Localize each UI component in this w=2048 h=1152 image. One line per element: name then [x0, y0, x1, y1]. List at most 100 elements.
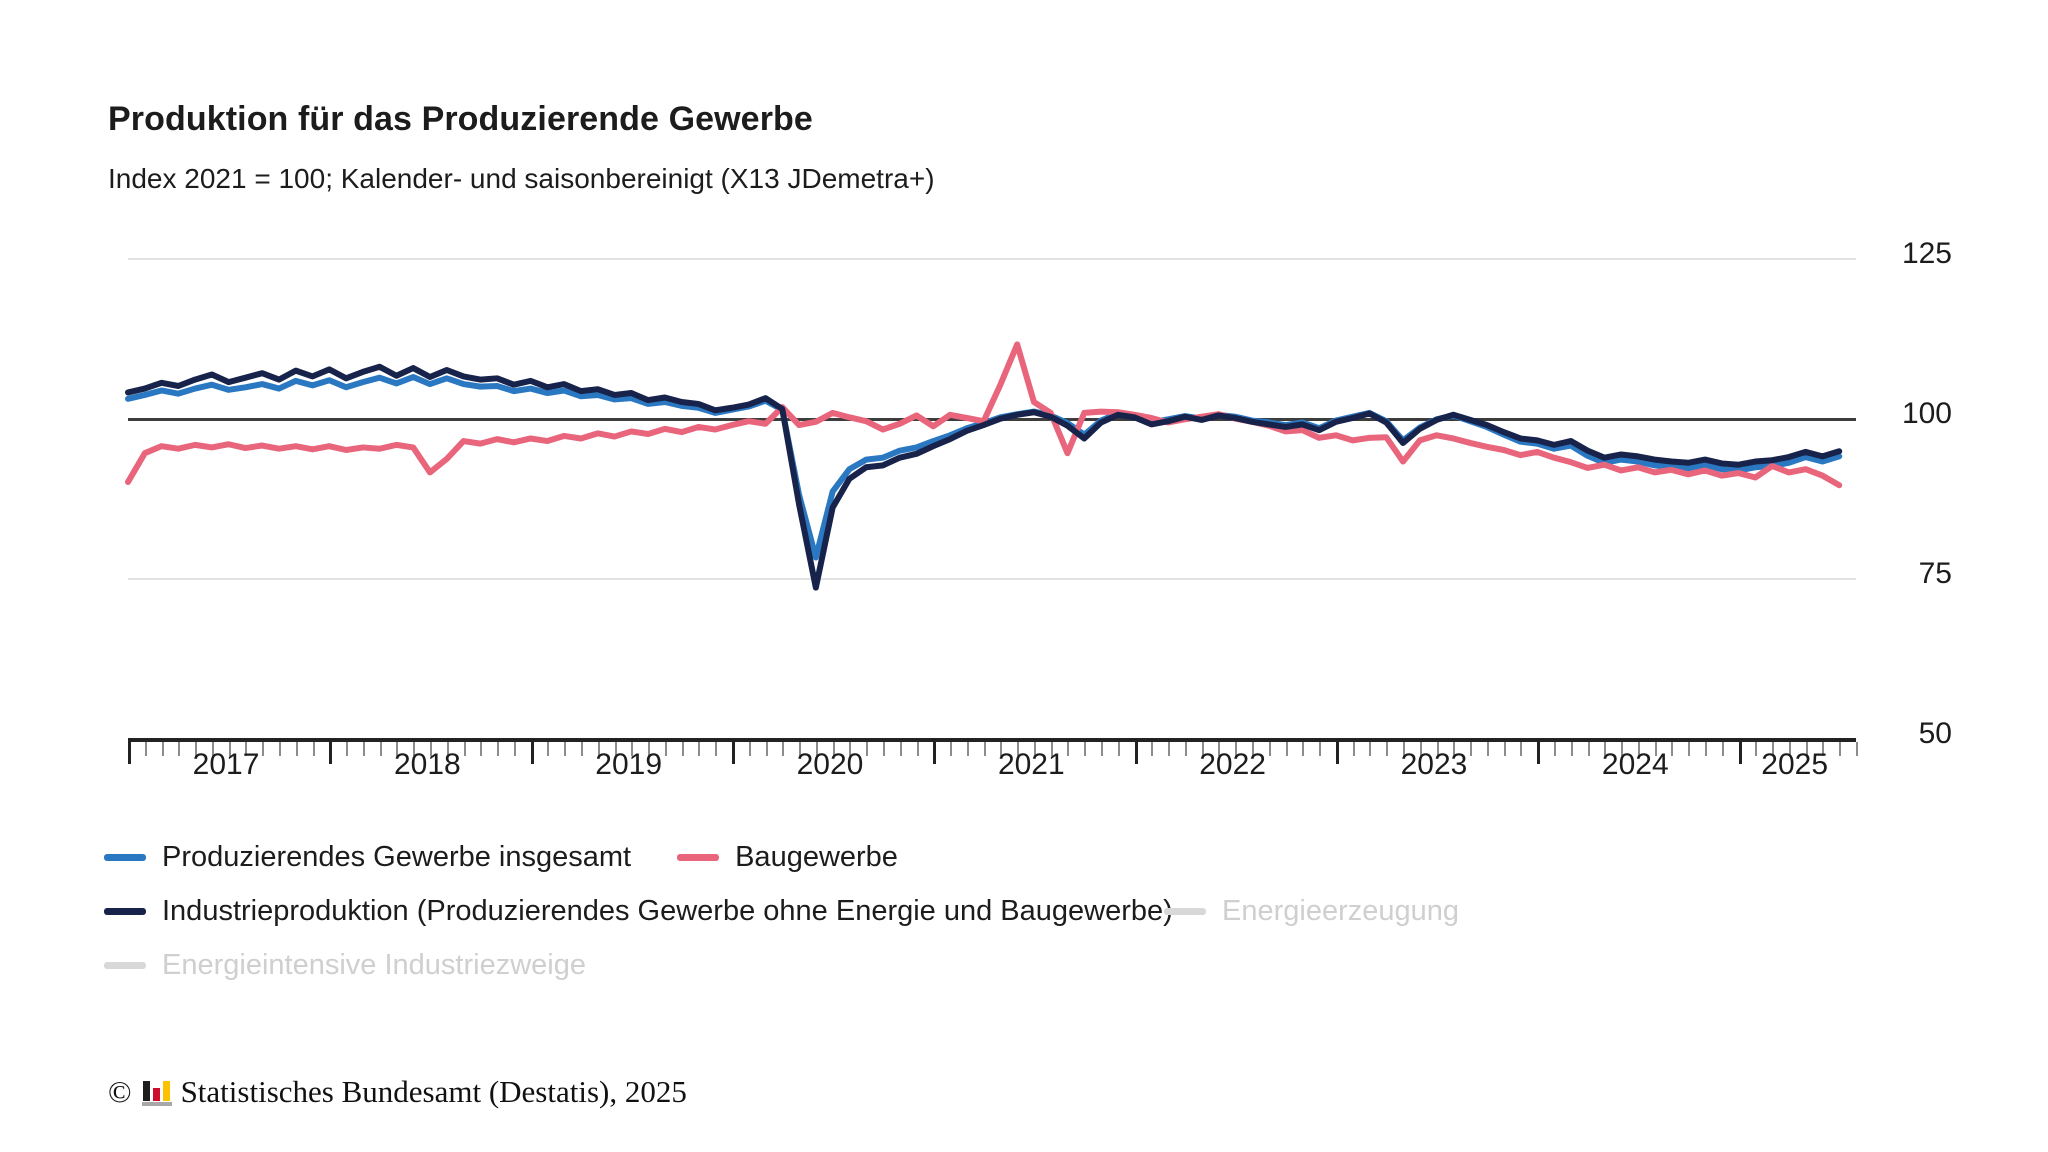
x-tick-label-2020: 2020: [796, 748, 864, 781]
x-tick-minor: [1470, 742, 1473, 756]
x-tick-minor: [396, 742, 399, 756]
legend-swatch-icon: [1164, 907, 1206, 915]
logo-bar-red: [152, 1088, 160, 1101]
x-tick-minor: [899, 742, 902, 756]
x-tick-minor: [1755, 742, 1758, 756]
x-tick-label-2018: 2018: [393, 748, 461, 781]
x-tick-minor: [1184, 742, 1187, 756]
x-axis-line: [128, 738, 1856, 742]
y-tick-label-125: 125: [1901, 237, 1952, 270]
x-tick-minor: [580, 742, 583, 756]
x-tick-minor: [1621, 742, 1624, 756]
x-tick-minor: [513, 742, 516, 756]
x-tick-minor: [1721, 742, 1724, 756]
legend-row: Energieintensive Industriezweige: [104, 938, 2004, 992]
destatis-logo-icon: [141, 1078, 172, 1106]
x-tick-minor: [295, 742, 298, 756]
x-tick-minor: [765, 742, 768, 756]
x-tick-major: [731, 742, 735, 764]
x-tick-minor: [1386, 742, 1389, 756]
x-tick-minor: [1151, 742, 1154, 756]
y-tick-label-50: 50: [1918, 717, 1952, 750]
x-tick-minor: [262, 742, 265, 756]
x-tick-minor: [278, 742, 281, 756]
x-tick-minor: [1637, 742, 1640, 756]
x-tick-minor: [1453, 742, 1456, 756]
legend-row: Industrieproduktion (Produzierendes Gewe…: [104, 884, 2004, 938]
chart-title: Produktion für das Produzierende Gewerbe: [108, 100, 813, 138]
x-tick-label-2019: 2019: [595, 748, 663, 781]
x-tick-minor: [1017, 742, 1020, 756]
footer-text: Statistisches Bundesamt (Destatis), 2025: [180, 1074, 687, 1109]
x-tick-minor: [1285, 742, 1288, 756]
x-tick-minor: [547, 742, 550, 756]
y-tick-label-100: 100: [1901, 397, 1952, 430]
x-tick-minor: [950, 742, 953, 756]
legend-item-industrieproduktion[interactable]: Industrieproduktion (Produzierendes Gewe…: [104, 884, 1173, 938]
x-tick-minor: [966, 742, 969, 756]
x-tick-minor: [1369, 742, 1372, 756]
x-tick-minor: [799, 742, 802, 756]
x-tick-minor: [1503, 742, 1506, 756]
x-tick-minor: [1822, 742, 1825, 756]
legend-item-energieintensive[interactable]: Energieintensive Industriezweige: [104, 938, 586, 992]
x-tick-minor: [1554, 742, 1557, 756]
legend-swatch-icon: [104, 853, 146, 861]
legend-row: Produzierendes Gewerbe insgesamt Baugewer…: [104, 830, 2004, 884]
legend-label: Industrieproduktion (Produzierendes Gewe…: [162, 894, 1173, 927]
x-tick-minor: [463, 742, 466, 756]
legend-item-baugewerbe[interactable]: Baugewerbe: [677, 830, 898, 884]
gridline-75: [128, 578, 1856, 580]
legend-item-energieerzeugung[interactable]: Energieerzeugung: [1164, 884, 1459, 938]
x-tick-minor: [1084, 742, 1087, 756]
series-lines: [128, 258, 1856, 738]
x-tick-minor: [1705, 742, 1707, 756]
x-tick-minor: [1101, 742, 1104, 756]
x-tick-minor: [429, 742, 432, 756]
x-tick-minor: [648, 742, 651, 756]
x-tick-label-2025: 2025: [1761, 748, 1829, 781]
series-line-1: [128, 344, 1839, 485]
x-tick-minor: [1268, 742, 1271, 756]
x-tick-minor: [228, 742, 231, 756]
x-tick-minor: [849, 742, 852, 756]
copyright-icon: ©: [108, 1074, 132, 1109]
x-tick-minor: [1201, 742, 1204, 756]
chart-legend: Produzierendes Gewerbe insgesamt Baugewer…: [104, 830, 2004, 992]
x-tick-minor: [815, 742, 818, 756]
series-line-2: [128, 367, 1839, 588]
x-tick-label-2024: 2024: [1601, 748, 1669, 781]
x-tick-minor: [195, 742, 198, 756]
legend-label: Produzierendes Gewerbe insgesamt: [162, 840, 632, 873]
x-tick-minor: [161, 742, 164, 756]
x-tick-minor: [1436, 742, 1439, 756]
x-tick-minor: [614, 742, 617, 756]
x-tick-minor: [144, 742, 147, 756]
x-tick-major: [1134, 742, 1138, 764]
legend-item-produzierendes[interactable]: Produzierendes Gewerbe insgesamt: [104, 830, 631, 884]
x-tick-minor: [1570, 742, 1573, 756]
x-tick-minor: [1218, 742, 1221, 756]
x-tick-label-2017: 2017: [192, 748, 260, 781]
x-tick-minor: [832, 742, 835, 756]
x-tick-major: [128, 742, 131, 764]
x-tick-minor: [1168, 742, 1171, 756]
x-tick-minor: [312, 742, 315, 756]
x-axis-tick-labels: 2017 2018 2019 2020 2021 2022 2023 2024 2025: [0, 748, 2048, 798]
x-tick-minor: [497, 742, 500, 756]
x-tick-label-2023: 2023: [1400, 748, 1468, 781]
x-tick-minor: [1067, 742, 1070, 756]
x-tick-major: [933, 742, 937, 764]
x-tick-minor: [1688, 742, 1691, 756]
x-tick-minor: [178, 742, 181, 756]
x-tick-minor: [245, 742, 248, 756]
x-tick-label-2021: 2021: [997, 748, 1065, 781]
x-tick-minor: [1117, 742, 1120, 756]
x-tick-minor: [748, 742, 751, 756]
legend-swatch-icon: [104, 961, 146, 969]
chart-subtitle: Index 2021 = 100; Kalender- und saisonbe…: [108, 163, 935, 194]
legend-swatch-icon: [677, 853, 720, 861]
x-tick-minor: [866, 742, 869, 756]
x-tick-minor: [1856, 742, 1858, 756]
